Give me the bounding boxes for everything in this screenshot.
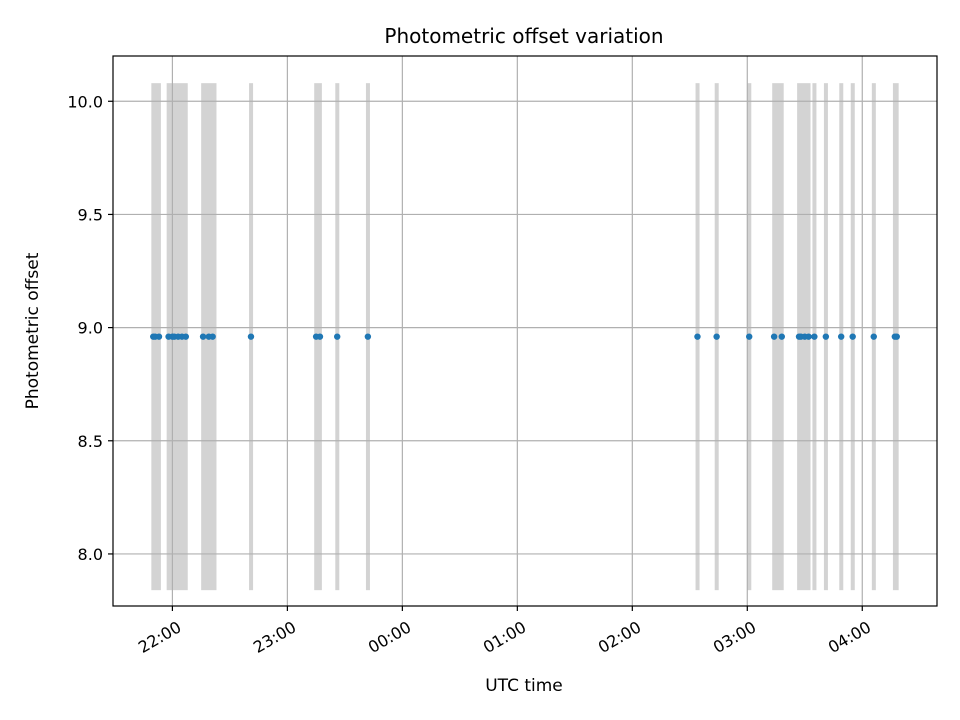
data-point (893, 333, 900, 340)
y-axis-ticks: 8.0 8.5 9.0 9.5 10.0 (67, 92, 113, 564)
data-point (199, 333, 207, 340)
data-point (811, 333, 818, 340)
gridlines (113, 56, 937, 606)
data-point (694, 333, 701, 340)
y-tick-label: 9.0 (78, 319, 103, 338)
data-points (150, 333, 900, 340)
y-tick-label: 8.0 (78, 545, 103, 564)
data-point (182, 333, 190, 340)
data-point (770, 333, 778, 340)
y-tick-label: 10.0 (67, 92, 103, 111)
data-point (778, 333, 785, 340)
data-point (334, 333, 341, 340)
data-point (364, 333, 372, 340)
data-point (837, 333, 845, 340)
shaded-span (772, 83, 784, 591)
data-point (155, 333, 163, 340)
plot-frame (112, 55, 938, 607)
y-tick-label: 8.5 (78, 432, 103, 451)
data-point (746, 333, 753, 340)
y-axis-label: Photometric offset (23, 252, 43, 409)
y-tick-label: 9.5 (78, 205, 103, 224)
data-point (849, 333, 856, 340)
data-point (870, 333, 877, 340)
data-point (713, 333, 720, 340)
x-axis-label: UTC time (485, 676, 563, 696)
chart-title: Photometric offset variation (384, 24, 663, 48)
data-point (316, 333, 324, 340)
data-point (209, 333, 216, 340)
data-point (247, 333, 255, 340)
data-point (822, 333, 830, 340)
data-point (805, 333, 812, 340)
